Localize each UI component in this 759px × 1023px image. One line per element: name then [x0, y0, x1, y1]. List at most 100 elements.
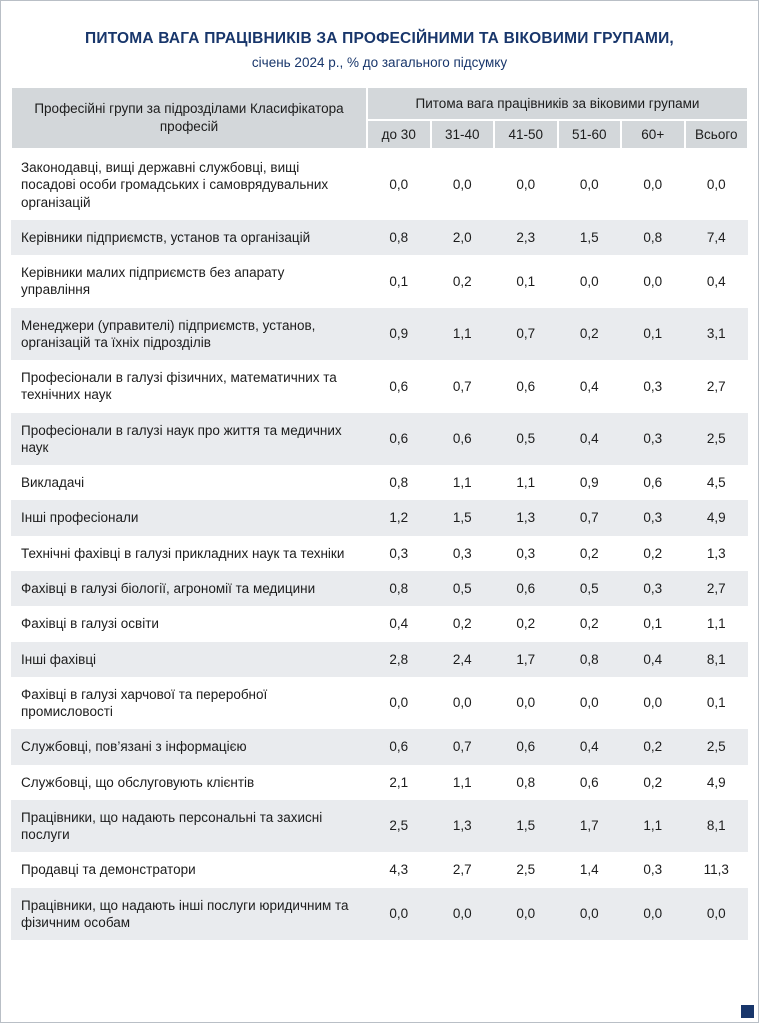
value-cell: 2,8	[367, 641, 431, 677]
table-row: Фахівці в галузі харчової та переробної …	[11, 677, 748, 730]
value-cell: 1,5	[494, 799, 558, 853]
table-body: Законодавці, вищі державні службовці, ви…	[11, 149, 748, 941]
table-row: Керівники підприємств, установ та органі…	[11, 219, 748, 256]
value-cell: 0,7	[494, 307, 558, 361]
age-groups-table: Професійні групи за підрозділами Класифі…	[10, 86, 749, 941]
value-cell: 1,1	[706, 616, 726, 632]
value-cell: 0,3	[452, 545, 472, 561]
value-cell: 0,0	[367, 887, 431, 941]
value-cell: 8,1	[684, 641, 748, 677]
value-cell: 0,5	[494, 412, 558, 466]
value-cell: 0,4	[706, 273, 726, 289]
value-cell: 1,5	[557, 219, 621, 256]
value-cell: 0,2	[579, 545, 599, 561]
value-cell: 0,2	[452, 616, 472, 632]
value-cell: 1,4	[579, 862, 599, 878]
value-cell: 2,0	[430, 219, 494, 256]
page-title: ПИТОМА ВАГА ПРАЦІВНИКІВ ЗА ПРОФЕСІЙНИМИ …	[85, 30, 674, 47]
value-cell: 0,4	[579, 378, 599, 394]
value-cell: 2,5	[516, 862, 536, 878]
value-cell: 0,5	[430, 570, 494, 607]
table-row: Керівники малих підприємств без апарату …	[11, 255, 748, 308]
value-cell: 0,8	[621, 219, 685, 256]
table-header: Професійні групи за підрозділами Класифі…	[10, 86, 749, 150]
value-cell: 0,2	[643, 545, 663, 561]
value-cell: 0,6	[367, 729, 431, 765]
value-cell: 0,0	[643, 695, 663, 711]
value-cell: 0,2	[452, 273, 472, 289]
value-cell: 1,1	[452, 475, 472, 491]
table-row: Законодавці, вищі державні службовці, ви…	[11, 149, 748, 220]
table-header-age-row: до 30 31-40 41-50 51-60 60+ Всього	[11, 119, 749, 150]
value-cell: 0,0	[494, 887, 558, 941]
row-label: Професіонали в галузі наук про життя та …	[11, 412, 367, 466]
table-row: Працівники, що надають персональні та за…	[11, 799, 748, 853]
column-header-total: Всього	[683, 119, 749, 150]
value-cell: 0,1	[621, 307, 685, 361]
value-cell: 0,4	[557, 729, 621, 765]
value-cell: 0,0	[557, 887, 621, 941]
value-cell: 4,3	[389, 862, 409, 878]
row-label: Керівники малих підприємств без апарату …	[21, 265, 285, 298]
row-label: Професіонали в галузі фізичних, математи…	[21, 370, 337, 403]
column-header-31-40: 31-40	[429, 119, 495, 150]
row-label: Менеджери (управителі) підприємств, уста…	[11, 307, 367, 361]
row-label: Працівники, що надають інші послуги юрид…	[11, 887, 367, 941]
value-cell: 1,2	[367, 500, 431, 536]
value-cell: 1,1	[516, 475, 536, 491]
value-cell: 0,2	[516, 616, 536, 632]
row-label: Інші фахівці	[11, 641, 367, 677]
value-cell: 11,3	[703, 862, 729, 878]
row-label: Продавці та демонстратори	[21, 862, 196, 878]
column-header-41-50: 41-50	[493, 119, 559, 150]
row-label: Фахівці в галузі біології, агрономії та …	[11, 570, 367, 607]
value-cell: 0,8	[367, 219, 431, 256]
column-group-header-age-share: Питома вага працівників за віковими груп…	[366, 86, 749, 121]
value-cell: 0,3	[643, 862, 663, 878]
page-corner-mark	[741, 1005, 754, 1018]
value-cell: 0,0	[452, 695, 472, 711]
value-cell: 2,5	[684, 729, 748, 765]
value-cell: 2,1	[389, 774, 409, 790]
value-cell: 0,1	[706, 695, 726, 711]
value-cell: 1,7	[494, 641, 558, 677]
value-cell: 0,6	[579, 774, 599, 790]
value-cell: 0,1	[389, 273, 409, 289]
value-cell: 0,5	[557, 570, 621, 607]
value-cell: 1,1	[430, 307, 494, 361]
value-cell: 0,7	[430, 729, 494, 765]
value-cell: 1,3	[494, 500, 558, 536]
value-cell: 0,9	[367, 307, 431, 361]
value-cell: 2,4	[430, 641, 494, 677]
column-header-under-30: до 30	[366, 119, 432, 150]
value-cell: 0,8	[389, 475, 409, 491]
table-row: Службовці, пов’язані з інформацією 0,6 0,7…	[11, 729, 748, 765]
value-cell: 0,8	[516, 774, 536, 790]
value-cell: 0,3	[621, 412, 685, 466]
value-cell: 0,6	[516, 378, 536, 394]
table-header-top-row: Професійні групи за підрозділами Класифі…	[10, 86, 749, 150]
value-cell: 0,2	[579, 616, 599, 632]
value-cell: 0,3	[516, 545, 536, 561]
row-label: Службовці, пов’язані з інформацією	[11, 729, 367, 765]
value-cell: 0,0	[579, 273, 599, 289]
value-cell: 1,1	[452, 774, 472, 790]
value-cell: 0,6	[494, 570, 558, 607]
table-row: Інші професіонали 1,2 1,5 1,3 0,7 0,3 4,9	[11, 500, 748, 536]
value-cell: 2,5	[367, 799, 431, 853]
value-cell: 0,7	[557, 500, 621, 536]
value-cell: 8,1	[684, 799, 748, 853]
value-cell: 0,4	[389, 616, 409, 632]
value-cell: 4,9	[684, 500, 748, 536]
value-cell: 3,1	[684, 307, 748, 361]
title-block: ПИТОМА ВАГА ПРАЦІВНИКІВ ЗА ПРОФЕСІЙНИМИ …	[1, 1, 758, 70]
value-cell: 0,1	[516, 273, 536, 289]
table-row: Викладачі 0,8 1,1 1,1 0,9 0,6 4,5	[11, 465, 748, 500]
value-cell: 1,3	[430, 799, 494, 853]
value-cell: 0,2	[557, 307, 621, 361]
table-row: Фахівці в галузі освіти 0,4 0,2 0,2 0,2 0,1 1,…	[11, 606, 748, 641]
value-cell: 0,0	[643, 177, 663, 193]
value-cell: 0,1	[643, 616, 663, 632]
table-row: Фахівці в галузі біології, агрономії та …	[11, 570, 748, 607]
